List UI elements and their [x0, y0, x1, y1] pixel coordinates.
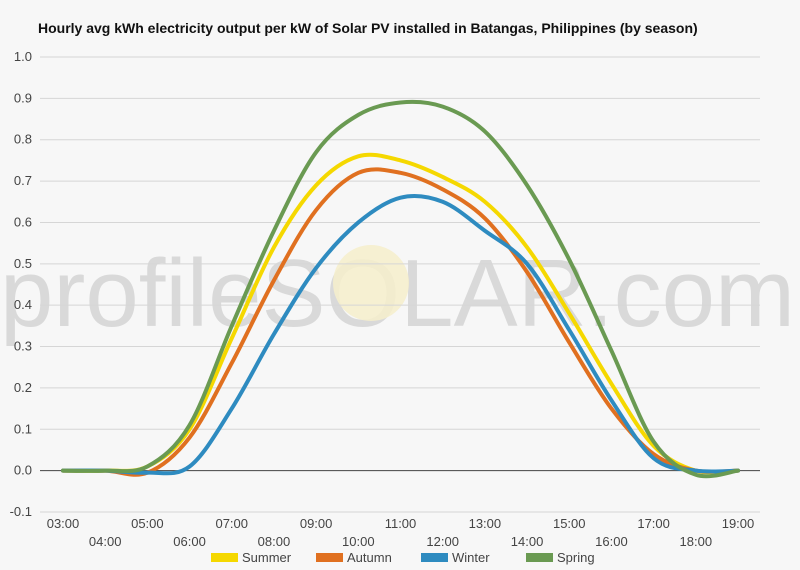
- y-tick-label: -0.1: [10, 504, 32, 519]
- y-tick-label: 0.8: [14, 132, 32, 147]
- x-tick-label: 14:00: [511, 534, 544, 549]
- series-line-winter[interactable]: [61, 193, 740, 476]
- x-tick-label: 17:00: [637, 516, 670, 531]
- y-tick-label: 0.7: [14, 173, 32, 188]
- x-tick-label: 15:00: [553, 516, 586, 531]
- legend-label-autumn[interactable]: Autumn: [347, 550, 392, 565]
- series-line-spring[interactable]: [61, 99, 740, 479]
- legend-swatch-autumn: [316, 553, 343, 562]
- x-tick-label: 04:00: [89, 534, 122, 549]
- x-tick-label: 06:00: [173, 534, 206, 549]
- x-tick-label: 07:00: [215, 516, 248, 531]
- x-tick-label: 19:00: [722, 516, 755, 531]
- x-tick-label: 16:00: [595, 534, 628, 549]
- y-tick-label: 1.0: [14, 49, 32, 64]
- x-tick-label: 13:00: [469, 516, 502, 531]
- legend-label-summer[interactable]: Summer: [242, 550, 292, 565]
- y-tick-label: 0.2: [14, 380, 32, 395]
- y-tick-label: 0.3: [14, 339, 32, 354]
- legend-label-winter[interactable]: Winter: [452, 550, 490, 565]
- y-tick-label: 0.6: [14, 214, 32, 229]
- x-tick-label: 10:00: [342, 534, 375, 549]
- y-tick-label: 0.5: [14, 256, 32, 271]
- x-tick-label: 05:00: [131, 516, 164, 531]
- series-line-autumn[interactable]: [61, 167, 740, 477]
- x-tick-label: 18:00: [680, 534, 713, 549]
- chart-title: Hourly avg kWh electricity output per kW…: [38, 20, 698, 36]
- legend-swatch-winter: [421, 553, 448, 562]
- x-tick-label: 12:00: [426, 534, 459, 549]
- y-tick-label: 0.4: [14, 297, 32, 312]
- legend-label-spring[interactable]: Spring: [557, 550, 595, 565]
- y-tick-label: 0.0: [14, 463, 32, 478]
- y-tick-label: 0.9: [14, 90, 32, 105]
- watermark-sun-icon: [333, 245, 409, 321]
- x-tick-label: 03:00: [47, 516, 80, 531]
- x-tick-label: 09:00: [300, 516, 333, 531]
- y-tick-label: 0.1: [14, 421, 32, 436]
- x-tick-label: 08:00: [258, 534, 291, 549]
- legend-swatch-summer: [211, 553, 238, 562]
- x-tick-label: 11:00: [385, 516, 417, 531]
- legend-swatch-spring: [526, 553, 553, 562]
